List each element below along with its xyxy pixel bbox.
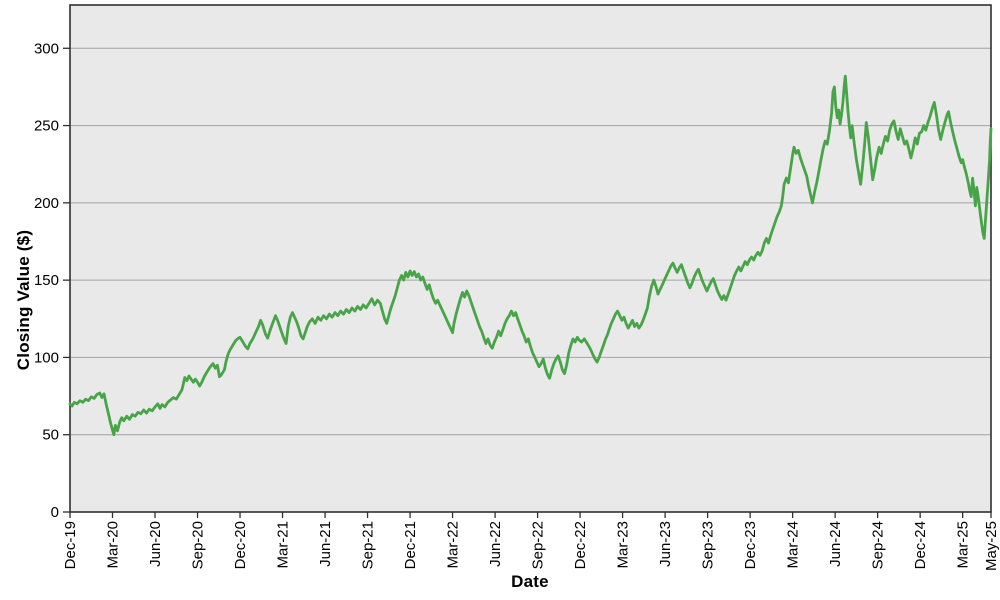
y-tick-label: 250 [34,118,59,135]
x-tick-label: Sep-23 [700,521,717,569]
x-tick-label: Mar-21 [275,521,292,569]
x-tick-label: Dec-21 [402,521,419,569]
y-tick-label: 300 [34,40,59,57]
x-tick-label: Mar-22 [445,521,462,569]
x-tick-label: Dec-22 [572,521,589,569]
closing-value-line [68,74,993,437]
x-tick-label: Dec-23 [742,521,759,569]
x-tick-label: Mar-25 [955,521,972,569]
y-tick-label: 200 [34,195,59,212]
y-tick-label: 100 [34,349,59,366]
x-tick-label: Dec-20 [232,521,249,569]
x-tick-label: Mar-23 [615,521,632,569]
x-axis-title: Date [511,572,549,591]
x-tick-label: Sep-21 [360,521,377,569]
x-tick-label: Jun-21 [317,521,334,567]
x-tick-label: Mar-24 [785,521,802,569]
x-tick-label: Dec-19 [62,521,79,569]
x-tick-label: Jun-22 [487,521,504,567]
y-tick-label: 0 [51,504,59,521]
plot-frame [69,4,992,513]
y-tick-label: 150 [34,272,59,289]
y-axis-title: Closing Value ($) [14,229,33,371]
x-tick-label: Sep-20 [190,521,207,569]
x-tick-label: Sep-22 [530,521,547,569]
plot-area [70,5,991,512]
x-tick-label: Mar-20 [105,521,122,569]
x-tick-label: Jun-24 [827,521,844,567]
x-tick-label: Dec-24 [912,521,929,569]
x-tick-label: Sep-24 [870,521,887,569]
x-tick-label: Jun-23 [657,521,674,567]
x-tick-label: Jun-20 [147,521,164,567]
y-tick-label: 50 [42,427,59,444]
x-tick-label: May-25 [983,521,1000,571]
